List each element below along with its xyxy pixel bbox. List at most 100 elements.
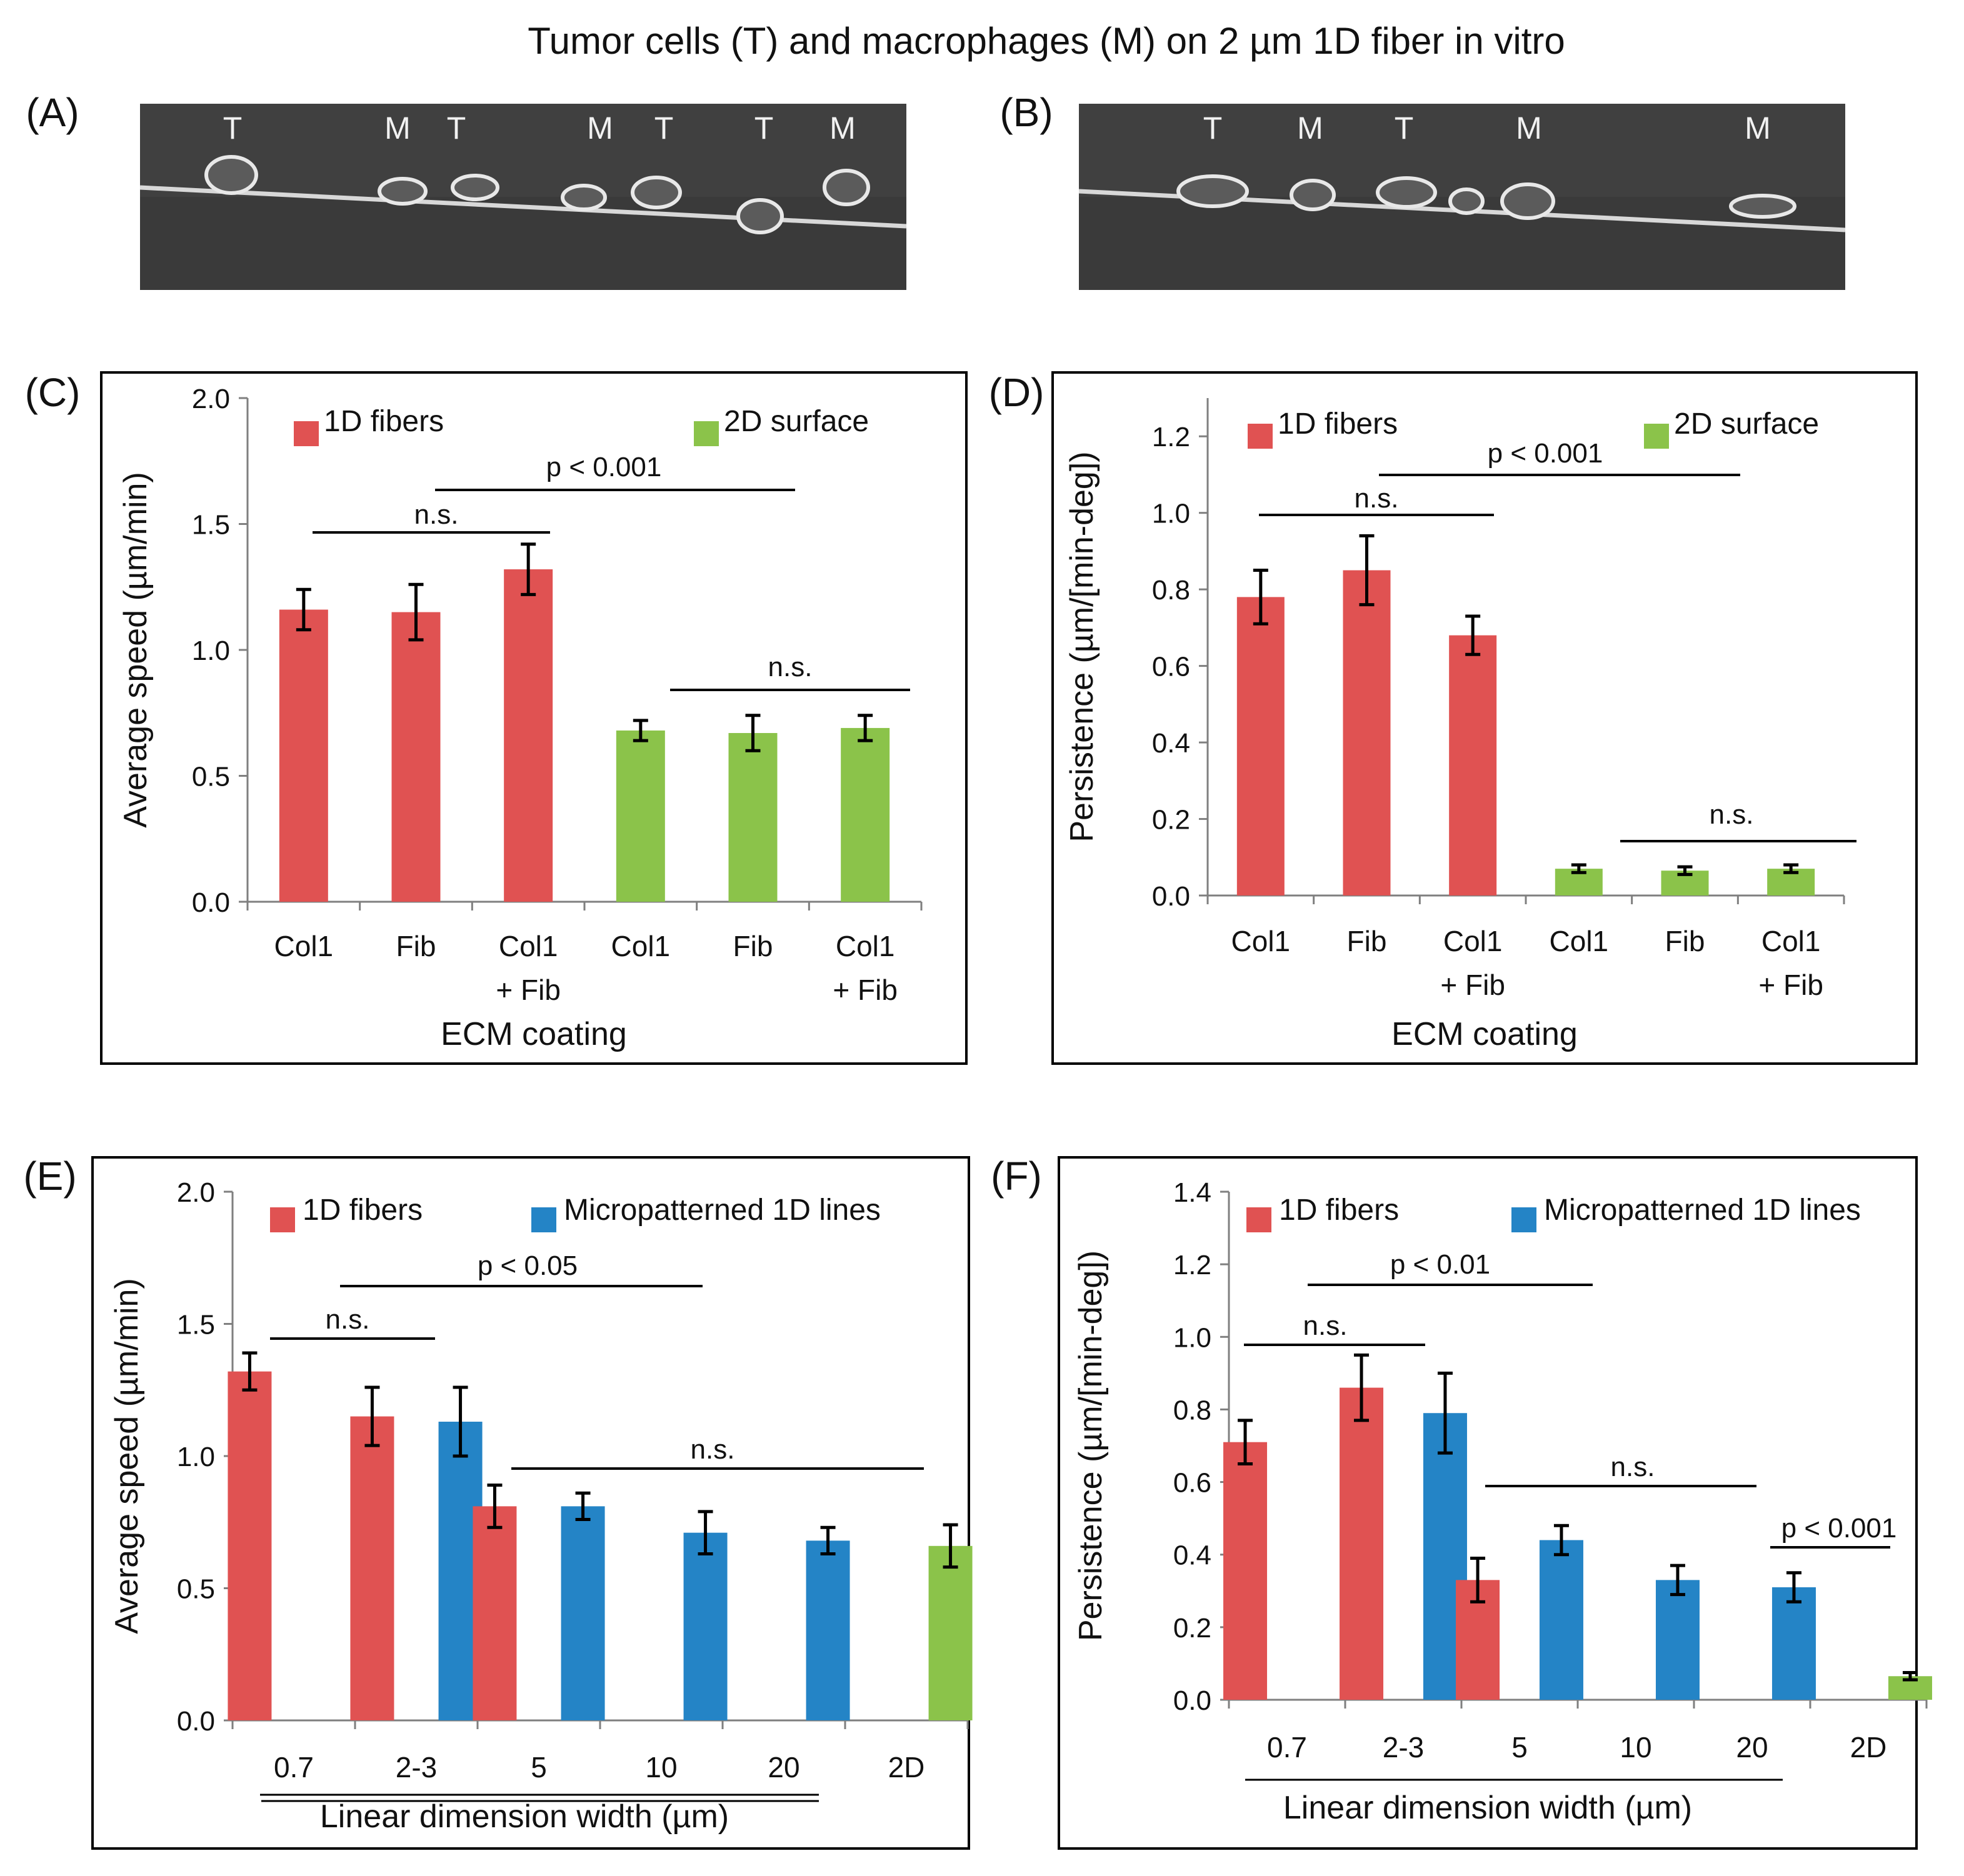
cell-outline [561,184,607,211]
y-tick-label: 1.2 [1152,422,1190,452]
panel-label: (F) [991,1154,1042,1199]
significance-label: p < 0.001 [1488,438,1603,469]
legend-swatch [1248,424,1273,449]
bar [683,1532,728,1720]
chart-d: (D) 0.0 0.2 0.4 0.6 0.8 1.0 1.2 Col1 Fib Col1 + Fib… [989,370,1918,1065]
y-axis-title: Persistence (µm/[min-deg]) [1064,451,1100,842]
x-axis-title: ECM coating [1391,1016,1578,1052]
cell-label: M [1745,111,1771,146]
chart-f: (F) 0.0 0.2 0.4 0.6 0.8 1.0 1.2 1.4 0.7 2-3 5 10 20 2D… [991,1154,1932,1850]
cell-label: M [587,111,613,146]
chart-frame [1058,1156,1918,1850]
x-category-line: Col1 [836,930,895,962]
y-tick-label: 0.2 [1152,805,1190,836]
x-category-label: 2D [1850,1731,1887,1764]
legend-swatch [270,1207,295,1232]
cell-outline [1448,187,1485,215]
cell-outline [736,198,784,234]
y-tick-label: 1.0 [177,1442,215,1472]
legend-label: Micropatterned 1D lines [1544,1194,1861,1227]
bar [841,727,890,902]
bar [1655,1580,1700,1700]
cell-label: T [447,111,466,146]
figure-title: Tumor cells (T) and macrophages (M) on 2… [528,20,1565,62]
legend-label: 2D surface [1674,407,1819,441]
micrograph-b: (B) T M T M M [1000,90,1846,290]
cell-label: T [754,111,774,146]
chart-frame [1051,371,1918,1065]
bar [504,569,553,902]
bar [279,609,328,902]
y-tick-label: 1.0 [1152,499,1190,529]
y-tick-label: 0.0 [1173,1685,1211,1716]
x-category-label: 5 [1511,1731,1528,1764]
y-axis-title: Average speed (µm/min) [109,1278,145,1634]
legend-swatch [1644,424,1669,449]
bar [1539,1540,1583,1700]
panel-label: (A) [26,90,79,135]
legend-label: 1D fibers [324,405,444,438]
cell-label: M [829,111,856,146]
bar [728,732,778,902]
y-tick-label: 2.0 [177,1177,215,1208]
significance-label: n.s. [768,652,813,682]
panel-label: (E) [23,1154,76,1199]
x-category-label: Col1 [1231,925,1291,957]
x-category-label: Fib [1665,925,1705,957]
significance-label: p < 0.001 [1781,1513,1897,1544]
y-tick-label: 1.4 [1173,1177,1211,1208]
cell-outline [451,174,499,201]
y-tick-label: 0.4 [1173,1540,1211,1571]
x-category-label: Col1 + Fib [496,930,561,1006]
cell-outline [1729,194,1796,219]
y-tick-label: 1.2 [1173,1250,1211,1280]
x-category-line: Col1 [1443,925,1503,957]
x-category-line: Col1 [1761,925,1821,957]
x-category-label: 20 [1736,1731,1768,1764]
bar [1771,1587,1816,1700]
panel-label: (C) [25,370,81,415]
y-tick-label: 1.5 [192,510,230,541]
cell-outline [1176,174,1249,208]
significance-label: n.s. [414,499,459,530]
cell-label: T [223,111,243,146]
x-category-label: 10 [1620,1731,1651,1764]
x-category-label: Col1 [1550,925,1609,957]
chart-e: (E) 0.0 0.5 1.0 1.5 2.0 0.7 2-3 5 10 20 2D 1D fibers… [23,1154,973,1850]
cell-outline [1376,176,1437,209]
x-category-line: + Fib [833,974,898,1006]
cell-label: M [1297,111,1323,146]
x-category-label: 0.7 [274,1751,314,1784]
legend-label: 1D fibers [1278,407,1398,441]
cell-outline [631,176,682,209]
y-tick-label: 1.5 [177,1310,215,1340]
bar [350,1416,394,1720]
x-category-label: Col1 + Fib [833,930,898,1006]
y-tick-label: 0.0 [177,1706,215,1737]
y-tick-label: 0.6 [1152,652,1190,682]
bar [1223,1442,1268,1700]
legend-label: Micropatterned 1D lines [564,1194,881,1227]
panel-label: (B) [1000,90,1053,135]
x-category-label: Col1 + Fib [1440,925,1505,1001]
x-category-label: Col1 + Fib [1758,925,1823,1001]
x-category-line: + Fib [496,974,561,1006]
bar [473,1506,517,1720]
bar [1340,1387,1384,1700]
cell-label: T [654,111,674,146]
bar [1449,635,1497,896]
significance-label: n.s. [1710,799,1754,830]
micrograph-shading [140,104,906,197]
x-category-line: Col1 [499,930,558,962]
bar [228,1371,272,1720]
y-tick-label: 1.0 [192,636,230,666]
legend-swatch [294,421,319,446]
cell-label: T [1395,111,1414,146]
cell-outline [204,155,258,195]
y-tick-label: 0.8 [1152,575,1190,606]
bar [806,1540,850,1720]
y-tick-label: 0.5 [192,762,230,792]
y-tick-label: 0.6 [1173,1468,1211,1499]
legend-swatch [1246,1207,1271,1232]
x-category-label: 2-3 [1383,1731,1424,1764]
